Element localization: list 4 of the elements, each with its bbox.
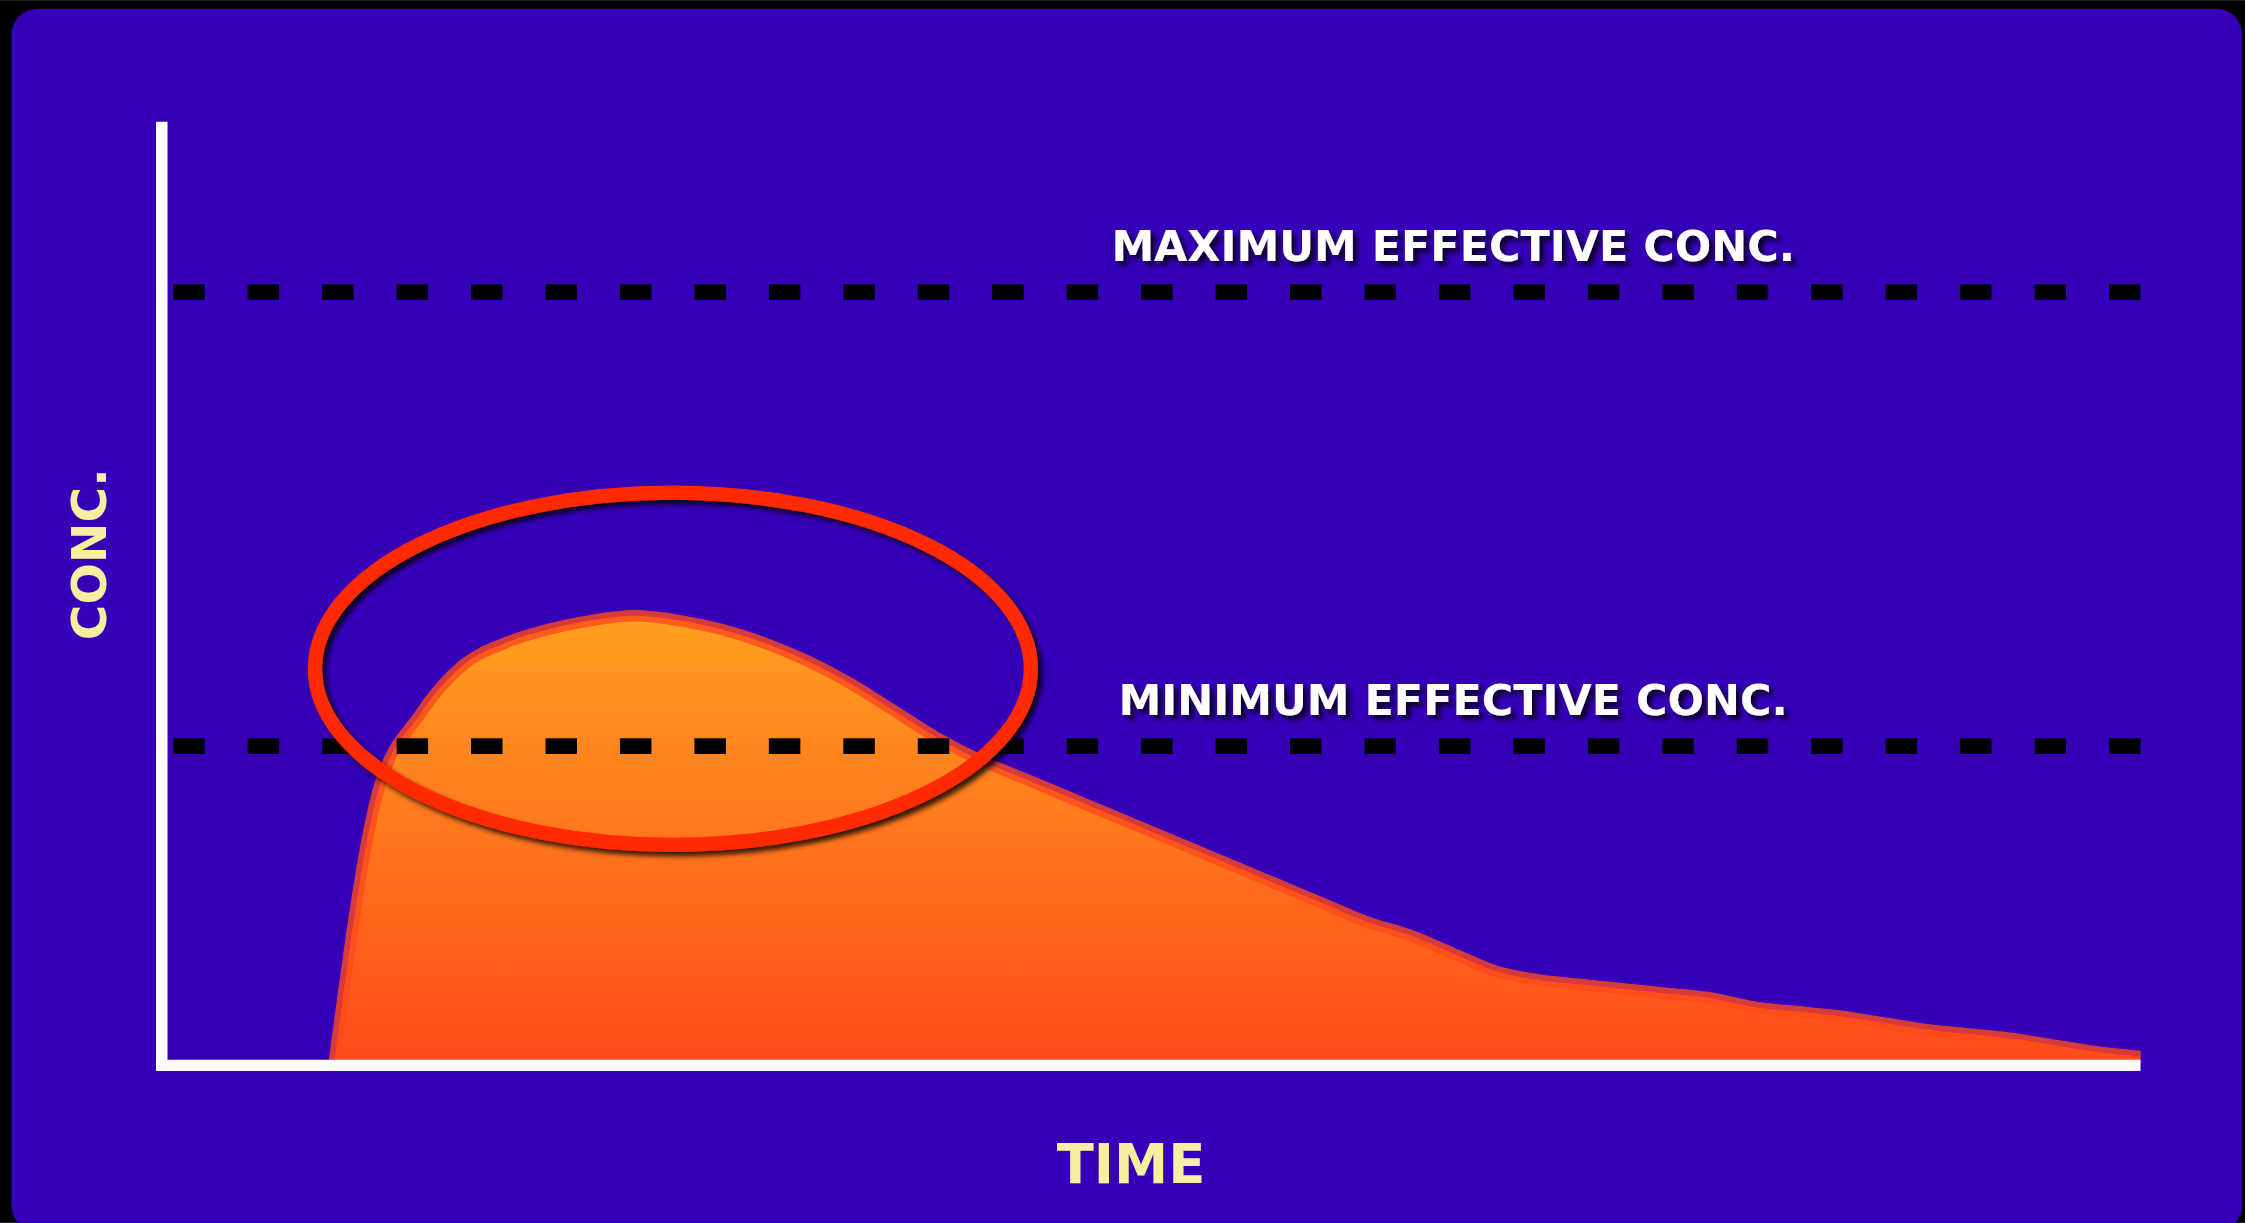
ref-line-label: MINIMUM EFFECTIVE CONC. bbox=[1118, 674, 1788, 725]
x-axis-title: TIME bbox=[1056, 1132, 1206, 1196]
y-axis-title: CONC. bbox=[60, 468, 117, 641]
ref-line-label: MAXIMUM EFFECTIVE CONC. bbox=[1111, 220, 1796, 271]
